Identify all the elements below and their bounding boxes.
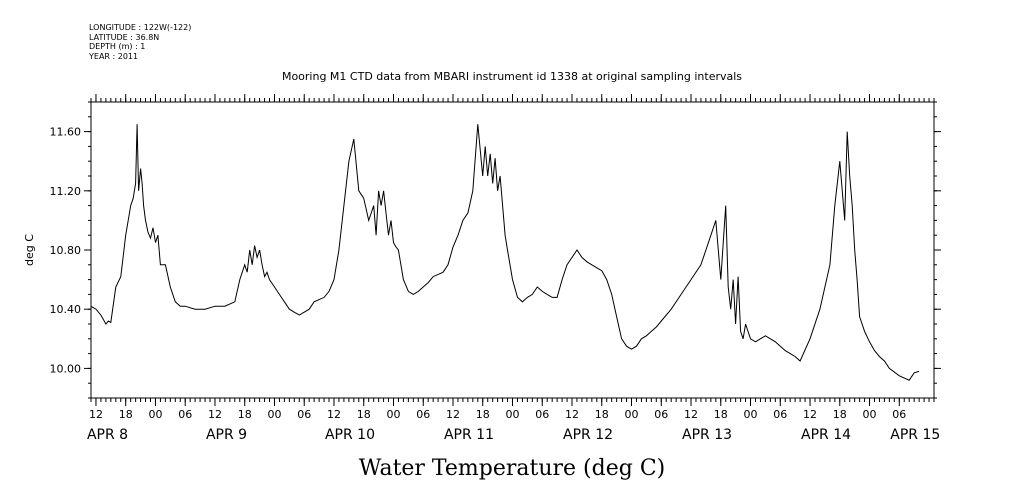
- x-hour-label: 06: [535, 408, 549, 421]
- x-hour-label: 06: [892, 408, 906, 421]
- x-hour-label: 00: [148, 408, 162, 421]
- x-hour-label: 00: [863, 408, 877, 421]
- y-tick-label: 10.80: [50, 244, 82, 257]
- chart-title: Mooring M1 CTD data from MBARI instrumen…: [282, 70, 742, 83]
- x-date-label: APR 13: [682, 427, 732, 443]
- x-hour-label: 06: [773, 408, 787, 421]
- y-tick-label: 10.00: [50, 362, 82, 375]
- x-hour-label: 06: [416, 408, 430, 421]
- x-hour-label: 12: [446, 408, 460, 421]
- series-line-water-temperature: [90, 124, 920, 381]
- y-tick-label: 11.60: [50, 126, 82, 139]
- x-hour-label: 12: [89, 408, 103, 421]
- x-hour-label: 00: [506, 408, 520, 421]
- x-axis-label: Water Temperature (deg C): [359, 456, 666, 481]
- y-tick-label: 11.20: [50, 185, 82, 198]
- depth-label: DEPTH (m) : 1: [89, 42, 145, 51]
- longitude-label: LONGITUDE : 122W(-122): [89, 23, 191, 32]
- x-hour-label: 00: [744, 408, 758, 421]
- y-axis-label: deg C: [23, 234, 36, 266]
- x-hour-label: 12: [803, 408, 817, 421]
- x-hour-label: 12: [684, 408, 698, 421]
- x-hour-label: 18: [833, 408, 847, 421]
- x-date-label: APR 8: [87, 427, 128, 443]
- x-axis: 12 18 00 06 12 18 00 06 12 18 00 06 12 18 00 06 12 18 00 06…: [87, 94, 940, 443]
- y-tick-label: 10.40: [50, 303, 82, 316]
- x-hour-label: 18: [357, 408, 371, 421]
- x-date-label: APR 14: [801, 427, 851, 443]
- minor-ticks: [90, 98, 935, 402]
- x-date-label: APR 10: [325, 427, 375, 443]
- plot-frame: [90, 101, 935, 399]
- x-hour-label: 18: [238, 408, 252, 421]
- x-hour-label: 12: [327, 408, 341, 421]
- x-hour-label: 00: [625, 408, 639, 421]
- x-date-label: APR 15: [890, 427, 940, 443]
- latitude-label: LATITUDE : 36.8N: [89, 33, 159, 42]
- x-hour-label: 06: [297, 408, 311, 421]
- x-date-label: APR 12: [563, 427, 613, 443]
- year-label: YEAR : 2011: [88, 52, 138, 61]
- x-hour-label: 18: [714, 408, 728, 421]
- x-hour-label: 18: [476, 408, 490, 421]
- x-hour-label: 18: [595, 408, 609, 421]
- x-hour-label: 12: [565, 408, 579, 421]
- x-date-label: APR 9: [206, 427, 247, 443]
- x-hour-label: 00: [267, 408, 281, 421]
- x-hour-label: 12: [208, 408, 222, 421]
- x-hour-label: 06: [654, 408, 668, 421]
- x-hour-label: 00: [386, 408, 400, 421]
- x-hour-label: 06: [178, 408, 192, 421]
- y-axis: 10.00 10.40 10.80 11.20 11.60: [50, 101, 941, 399]
- x-hour-label: 18: [119, 408, 133, 421]
- x-date-label: APR 11: [444, 427, 494, 443]
